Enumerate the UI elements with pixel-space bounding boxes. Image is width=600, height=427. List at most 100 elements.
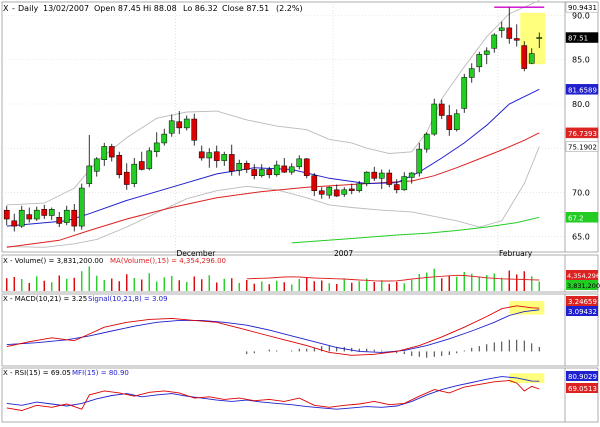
candle	[146, 150, 153, 169]
candle	[63, 209, 70, 223]
candle	[386, 172, 393, 185]
candle	[446, 115, 453, 130]
price-value-tag	[565, 141, 599, 152]
signal-line	[6, 309, 540, 353]
price-value-label: 75.1902	[568, 144, 597, 152]
price-value-label: 87.51	[568, 35, 588, 43]
candle	[213, 151, 220, 161]
volume-ma-legend: MA(Volume(),15) = 4,354,296.00	[110, 257, 226, 265]
volume-panel: X - Volume() = 3,831,200.00 MA(Volume(),1…	[3, 257, 600, 291]
candle	[393, 184, 400, 191]
candle	[33, 209, 40, 220]
candle	[236, 163, 243, 171]
price-value-tag	[565, 212, 599, 223]
candle	[206, 152, 213, 159]
candle	[176, 121, 183, 129]
macd-signal-legend: Signal(10,21,8) = 3.09	[88, 295, 168, 303]
macd-value-label: 3.24659	[568, 298, 597, 306]
volume-value-label: 3,831,200	[567, 282, 600, 290]
candle	[123, 171, 130, 185]
candle	[341, 189, 348, 195]
candle	[438, 103, 445, 116]
price-value-label: 90.9431	[568, 4, 597, 12]
candle	[48, 209, 55, 216]
candle	[506, 27, 513, 39]
candle	[153, 142, 160, 153]
candle	[41, 209, 48, 216]
candle	[288, 166, 295, 173]
rsi-value-label: 80.9029	[568, 373, 597, 381]
volume-value-label: 4,354,296	[567, 272, 600, 280]
mfi-legend: MFI(15) = 80.90	[72, 369, 129, 377]
candle	[198, 151, 205, 159]
header-close: Close 87.51	[222, 4, 269, 13]
candle	[56, 217, 63, 224]
candle	[363, 171, 370, 184]
volume-value-tag	[566, 270, 598, 280]
y-tick-label: 90.0	[572, 12, 590, 21]
candle	[333, 189, 340, 197]
candle	[318, 190, 325, 195]
candle	[228, 154, 235, 172]
price-value-label: 76.7393	[568, 130, 597, 138]
header-high: Hi 88.08	[143, 4, 177, 13]
bollinger-lower	[6, 146, 540, 248]
candle	[251, 169, 258, 176]
rsi-legend: X - RSI(15) = 69.05	[3, 369, 71, 377]
header-low: Lo 86.32	[183, 4, 218, 13]
candle	[303, 158, 310, 176]
candle	[243, 163, 250, 170]
candle	[498, 27, 505, 31]
candle	[408, 172, 415, 178]
candle	[131, 163, 138, 184]
candle	[183, 118, 190, 129]
candle	[378, 172, 385, 179]
candle	[326, 186, 333, 196]
mfi-line	[6, 376, 540, 410]
candle	[468, 68, 475, 78]
rsi-highlight-box	[509, 373, 545, 384]
x-tick-label: February	[499, 249, 533, 258]
candle	[476, 54, 483, 68]
panel-frame	[1, 293, 599, 367]
volume-ma-line	[246, 274, 540, 282]
y-tick-label: 70.0	[572, 188, 590, 197]
price-value-label: 81.6589	[568, 86, 597, 94]
candle	[108, 146, 115, 158]
ma-short-line	[6, 88, 540, 227]
candle	[296, 158, 303, 168]
candle	[93, 158, 100, 172]
y-tick-label: 80.0	[572, 100, 590, 109]
volume-value-tag	[566, 280, 598, 290]
macd-value-tag	[566, 296, 598, 306]
price-value-tag	[565, 127, 599, 139]
macd-panel: X - MACD(10,21) = 3.25 Signal(10,21,8) = …	[3, 295, 598, 358]
candle	[311, 175, 318, 191]
candle	[18, 209, 25, 227]
candle	[431, 103, 438, 135]
candle	[401, 176, 408, 191]
rsi-line	[6, 380, 540, 411]
macd-line	[6, 305, 540, 356]
candle	[273, 164, 280, 176]
candle	[138, 161, 145, 170]
rsi-value-tag	[566, 383, 598, 393]
candle	[221, 154, 228, 161]
price-panel: 90.085.080.075.070.065.0December2007Febr…	[2, 0, 599, 258]
price-value-label: 67.2	[568, 214, 584, 222]
x-tick-label: December	[177, 249, 217, 258]
ma-long-line	[291, 216, 540, 244]
header-period: Daily	[18, 4, 39, 13]
candle	[11, 220, 18, 227]
macd-highlight-box	[509, 300, 545, 315]
candle	[116, 155, 123, 176]
header-change: (2.2%)	[276, 4, 303, 13]
candle	[416, 148, 423, 174]
candle	[266, 169, 273, 176]
candle	[423, 133, 430, 150]
candle	[348, 188, 355, 191]
candle	[453, 113, 460, 130]
price-value-tag	[565, 84, 599, 95]
rsi-value-label: 69.0513	[568, 385, 597, 393]
candle	[71, 209, 78, 227]
